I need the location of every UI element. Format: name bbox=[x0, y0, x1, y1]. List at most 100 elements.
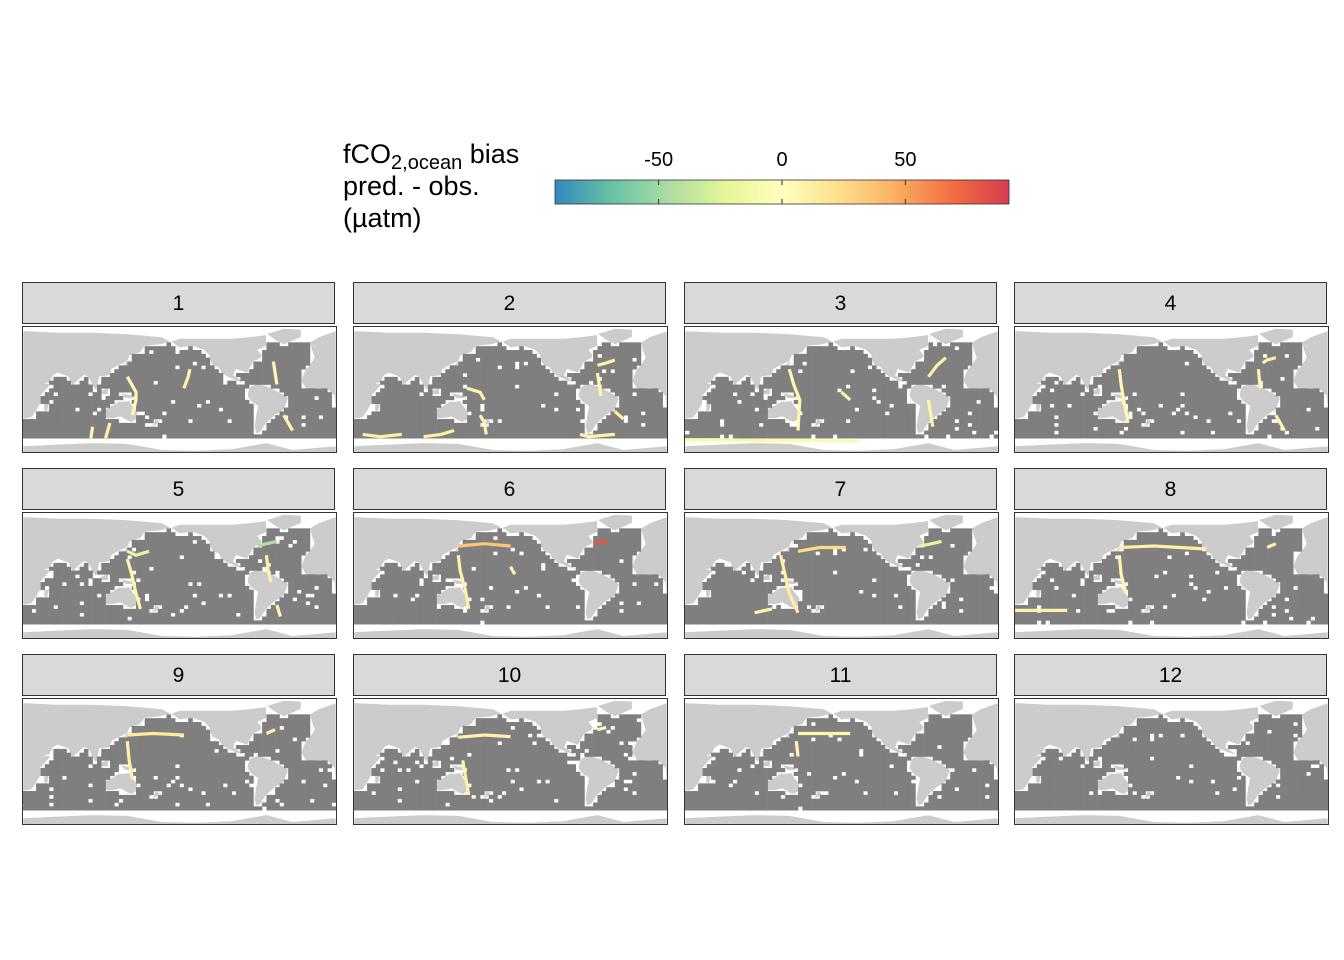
ocean-cell bbox=[406, 384, 411, 389]
ocean-cell bbox=[562, 419, 568, 424]
ocean-cell bbox=[75, 620, 80, 625]
ocean-cell bbox=[218, 376, 224, 381]
ocean-cell bbox=[745, 407, 751, 412]
ocean-cell bbox=[122, 608, 128, 613]
ocean-cell bbox=[1041, 399, 1046, 404]
ocean-cell bbox=[1254, 380, 1259, 385]
ocean-cell bbox=[858, 380, 864, 385]
ocean-cell bbox=[122, 616, 128, 621]
ocean-cell bbox=[850, 422, 855, 427]
ocean-cell bbox=[1223, 411, 1229, 416]
ocean-cell bbox=[837, 396, 842, 401]
ocean-cell bbox=[545, 430, 550, 435]
ocean-cell bbox=[88, 384, 93, 389]
ocean-cell bbox=[1188, 380, 1194, 385]
ocean-cell bbox=[1132, 399, 1138, 404]
ocean-cell bbox=[501, 350, 507, 355]
ocean-cell bbox=[567, 388, 572, 393]
ocean-cell bbox=[832, 411, 838, 416]
ocean-cell bbox=[1128, 403, 1133, 408]
ocean-cell bbox=[305, 434, 311, 439]
ocean-cell bbox=[1128, 430, 1133, 435]
ocean-cell bbox=[902, 392, 908, 397]
ocean-cell bbox=[811, 407, 816, 412]
ocean-cell bbox=[209, 403, 215, 408]
ocean-cell bbox=[1197, 422, 1203, 427]
ocean-cell bbox=[1154, 422, 1159, 427]
ocean-cell bbox=[497, 373, 503, 378]
ocean-cell bbox=[1080, 426, 1085, 431]
ocean-cell bbox=[118, 612, 124, 617]
ocean-cell bbox=[1236, 384, 1242, 389]
ocean-cell bbox=[467, 384, 472, 389]
ocean-cell bbox=[737, 422, 742, 427]
ocean-cell bbox=[1154, 388, 1159, 393]
ocean-cell bbox=[741, 430, 747, 435]
ocean-cell bbox=[1206, 380, 1211, 385]
ocean-cell bbox=[653, 396, 659, 401]
facet-strip-label: 5 bbox=[22, 468, 335, 510]
ocean-cell bbox=[1214, 426, 1220, 431]
ocean-cell bbox=[1232, 426, 1238, 431]
ocean-cell bbox=[275, 612, 280, 617]
ocean-cell bbox=[427, 411, 433, 416]
ocean-cell bbox=[397, 426, 403, 431]
ocean-cell bbox=[118, 620, 124, 625]
ocean-cell bbox=[170, 388, 176, 393]
ocean-cell bbox=[815, 415, 821, 420]
ocean-cell bbox=[1175, 373, 1181, 378]
ocean-cell bbox=[322, 605, 328, 610]
ocean-cell bbox=[257, 620, 263, 625]
ocean-cell bbox=[815, 407, 821, 412]
ocean-cell bbox=[876, 396, 881, 401]
ocean-cell bbox=[1032, 396, 1038, 401]
ocean-cell bbox=[279, 361, 285, 366]
ocean-cell bbox=[924, 376, 929, 381]
ocean-cell bbox=[240, 376, 246, 381]
ocean-cell bbox=[636, 399, 642, 404]
ocean-cell bbox=[88, 399, 93, 404]
ocean-cell bbox=[136, 376, 141, 381]
ocean-cell bbox=[397, 384, 403, 389]
ocean-cell bbox=[27, 422, 32, 427]
ocean-cell bbox=[283, 384, 289, 389]
ocean-cell bbox=[527, 426, 533, 431]
ocean-cell bbox=[575, 384, 581, 389]
ocean-cell bbox=[62, 608, 67, 613]
ocean-cell bbox=[771, 392, 777, 397]
ocean-cell bbox=[845, 361, 851, 366]
ocean-cell bbox=[149, 419, 154, 424]
ocean-cell bbox=[806, 365, 812, 370]
ocean-cell bbox=[401, 434, 407, 439]
ocean-cell bbox=[884, 434, 890, 439]
ocean-cell bbox=[188, 403, 193, 408]
ocean-cell bbox=[1154, 407, 1159, 412]
land-shape bbox=[23, 442, 336, 452]
ocean-cell bbox=[1158, 353, 1164, 358]
ocean-cell bbox=[484, 407, 490, 412]
ocean-cell bbox=[322, 415, 328, 420]
ocean-cell bbox=[540, 369, 546, 374]
ocean-cell bbox=[257, 365, 263, 370]
ocean-cell bbox=[484, 384, 490, 389]
ocean-cell bbox=[580, 422, 585, 427]
ocean-cell bbox=[567, 403, 572, 408]
ocean-cell bbox=[467, 430, 472, 435]
ocean-cell bbox=[1297, 407, 1303, 412]
ocean-cell bbox=[1054, 434, 1059, 439]
ocean-cell bbox=[53, 608, 59, 613]
ocean-cell bbox=[36, 430, 41, 435]
ocean-cell bbox=[305, 419, 311, 424]
ocean-cell bbox=[1036, 419, 1042, 424]
ocean-cell bbox=[301, 388, 306, 393]
ocean-cell bbox=[588, 369, 594, 374]
ocean-cell bbox=[950, 369, 955, 374]
ocean-cell bbox=[1062, 419, 1068, 424]
ocean-cell bbox=[1075, 422, 1081, 427]
ocean-cell bbox=[623, 365, 629, 370]
ocean-cell bbox=[1232, 388, 1238, 393]
ocean-cell bbox=[292, 616, 298, 621]
ocean-cell bbox=[627, 353, 633, 358]
ocean-cell bbox=[440, 396, 446, 401]
ocean-cell bbox=[941, 353, 947, 358]
